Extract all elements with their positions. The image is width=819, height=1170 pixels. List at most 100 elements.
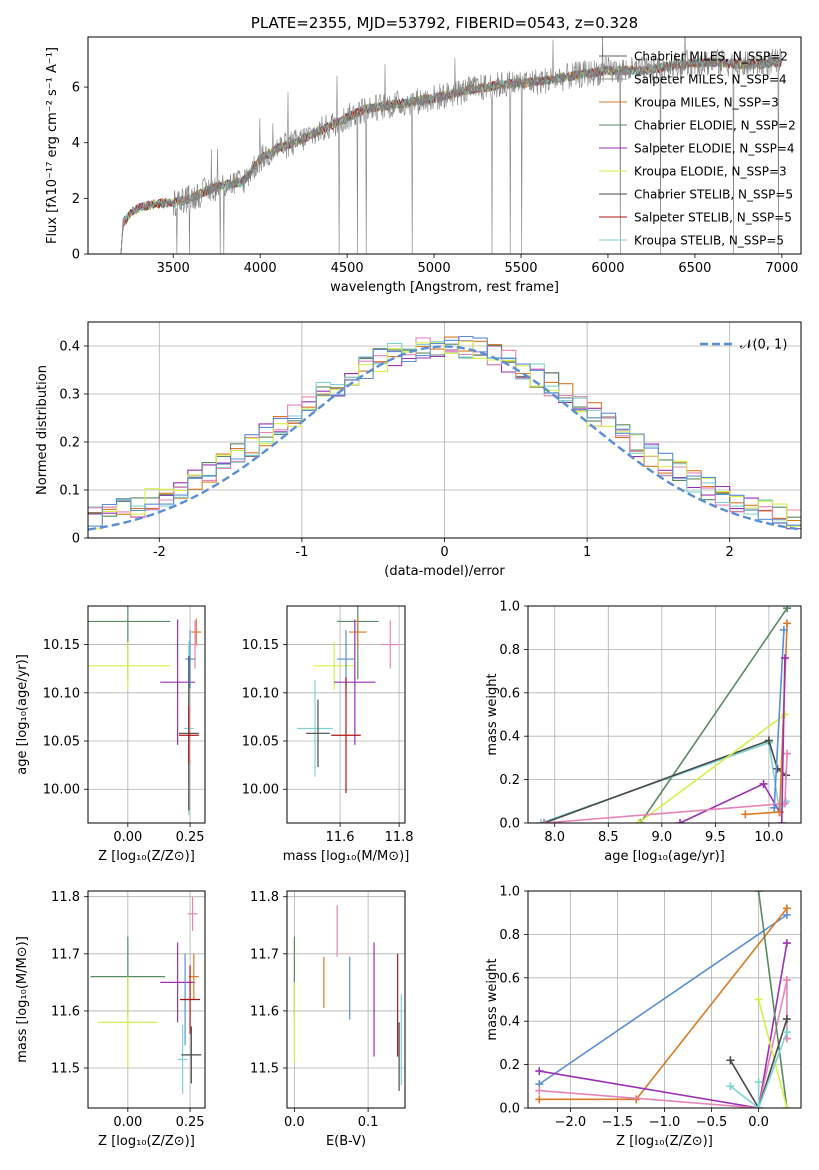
weight-marker [754,891,763,895]
x-tick-label: 0.25 [176,830,205,845]
errorbar-point [331,677,361,794]
y-tick-label: 0.4 [499,1015,520,1030]
weight-series-line [780,658,786,823]
weight-series-line [543,739,787,823]
x-tick-label: 3500 [157,261,190,276]
weight-marker [726,1056,735,1065]
x-tick-label: -2 [153,545,166,560]
weight-marker [754,1077,763,1086]
errorbars [88,606,202,816]
y-tick-label: 10.10 [242,686,279,701]
legend: Chabrier MILES, N_SSP=2 Salpeter MILES, N… [599,50,796,248]
errorbar-point [180,965,201,1034]
x-tick-label: 8.0 [544,830,565,845]
legend-label: Chabrier ELODIE, N_SSP=2 [634,119,796,133]
weight-marker [535,1095,544,1104]
axes-frame [87,36,802,255]
legend-label: Salpeter MILES, N_SSP=4 [634,73,787,87]
y-tick-label: 0.6 [499,686,520,701]
weight-series-line [544,753,788,823]
y-tick-label: 2 [72,192,80,207]
weight-marker [764,736,773,745]
y-axis-label: mass weight [485,673,500,755]
x-axis-label: age [log₁₀(age/yr)] [604,849,725,864]
chart-residuals: -2 -1 0 1 2 0 0.1 0.2 0.3 0.4 (data-model)/error No… [35,321,802,579]
weight-marker [535,1086,544,1095]
weight-series-line [729,1031,788,1108]
x-tick-label: −1.0 [649,1115,681,1130]
x-tick-label: 8.5 [598,830,619,845]
legend-label: Chabrier STELIB, N_SSP=5 [634,188,793,202]
y-tick-label: 10.15 [43,638,80,653]
y-tick-label: 0.2 [59,436,80,451]
y-tick-label: 0.2 [499,773,520,788]
y-tick-label: 0.6 [499,971,520,986]
errorbar-point [181,1026,202,1084]
y-tick-label: 0.3 [59,388,80,403]
weight-marker [536,819,545,823]
x-tick-label: −0.5 [696,1115,728,1130]
axes-frame [527,890,802,1109]
y-tick-label: 11.8 [250,890,279,905]
weight-series-line [729,1018,788,1108]
y-tick-label: 0.0 [499,1102,520,1117]
chart-title: PLATE=2355, MJD=53792, FIBERID=0543, z=0… [251,14,638,32]
y-tick-label: 10.00 [242,783,279,798]
y-tick-label: 11.5 [51,1062,80,1077]
weight-marker [634,819,643,823]
errorbar-point [191,620,199,669]
x-tick-label: 2 [726,545,734,560]
x-tick-label: 0.00 [113,1115,142,1130]
legend-label: Chabrier MILES, N_SSP=2 [634,50,788,64]
weight-marker [632,1095,641,1104]
weight-series-line [757,999,788,1108]
weight-marker [770,803,779,812]
weight-marker [783,619,792,628]
y-axis-label: Flux [fλ10⁻¹⁷ erg cm⁻² s⁻¹ A⁻¹] [45,47,60,244]
y-tick-label: 0.0 [499,817,520,832]
data-spectrum-line [120,37,782,254]
y-tick-label: 1.0 [499,600,520,615]
y-tick-label: 0 [72,248,80,263]
weight-marker [726,1082,735,1091]
errorbar-point [381,620,400,669]
y-axis-label: Normed distribution [35,365,50,495]
y-tick-label: 10.15 [242,638,279,653]
y-tick-label: 4 [72,136,80,151]
x-tick-label: −2.0 [555,1115,587,1130]
errorbar-point [348,618,367,646]
weight-marker [540,819,549,823]
y-axis-label: mass weight [485,958,500,1040]
y-tick-label: 11.7 [51,947,80,962]
errorbar-point [185,630,196,688]
x-tick-label: 6500 [678,261,711,276]
x-axis-label: mass [log₁₀(M/M⊙)] [283,849,410,864]
errorbar-point [334,619,376,745]
x-axis-label: Z [log₁₀(Z/Z⊙)] [616,1134,713,1149]
weight-marker [782,1028,791,1037]
spectrum-lines [120,37,782,254]
x-tick-label: 5500 [504,261,537,276]
x-tick-label: 5000 [418,261,451,276]
x-axis-label: wavelength [Angstrom, rest frame] [330,280,559,295]
y-tick-label: 0.8 [499,643,520,658]
legend-label: Kroupa STELIB, N_SSP=5 [634,234,784,248]
x-tick-label: 4500 [331,261,364,276]
y-tick-label: 11.5 [250,1062,279,1077]
x-tick-label: 0.0 [748,1115,769,1130]
weight-marker [773,764,782,773]
x-tick-label: 0.00 [113,830,142,845]
x-tick-label: 10.0 [754,830,783,845]
weight-marker [779,625,788,634]
weight-marker [780,710,789,719]
weight-lines [535,891,791,1108]
weight-series-line [639,607,788,823]
y-tick-label: 11.8 [51,890,80,905]
weight-marker [783,749,792,758]
weight-series-line [679,782,781,823]
legend-label: 𝒩(0, 1) [740,338,787,353]
errorbars [297,606,400,794]
weight-marker [741,810,750,819]
legend-label: Kroupa MILES, N_SSP=3 [634,96,779,110]
legend-label: Kroupa ELODIE, N_SSP=3 [634,165,787,179]
